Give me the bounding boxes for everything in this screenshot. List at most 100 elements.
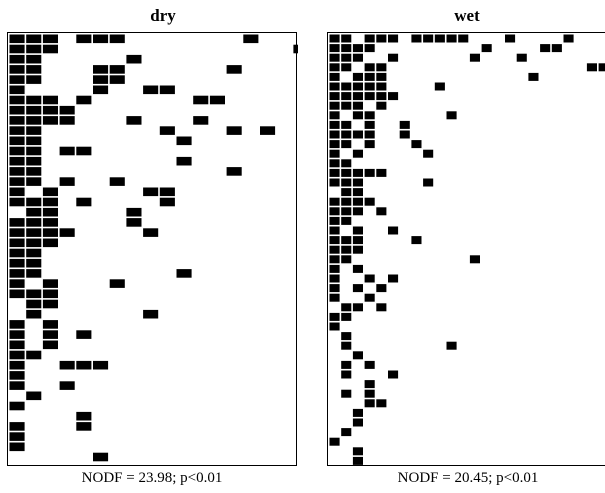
matrix-cell-wet bbox=[329, 130, 340, 139]
matrix-cell-wet bbox=[341, 82, 352, 91]
matrix-cell-dry bbox=[42, 228, 58, 237]
matrix-cell-dry bbox=[76, 422, 92, 431]
matrix-cell-dry bbox=[9, 105, 25, 115]
matrix-cell-wet bbox=[329, 207, 340, 216]
matrix-cell-wet bbox=[516, 53, 527, 62]
matrix-cell-dry bbox=[26, 289, 42, 299]
matrix-cell-dry bbox=[109, 75, 125, 84]
matrix-cell-dry bbox=[143, 85, 159, 95]
matrix-cell-dry bbox=[9, 320, 25, 329]
matrix-cell-dry bbox=[93, 75, 109, 84]
matrix-dry-cells bbox=[9, 34, 298, 462]
matrix-cell-dry bbox=[26, 95, 42, 105]
matrix-cell-wet bbox=[329, 264, 340, 273]
panel-title-dry: dry bbox=[150, 6, 176, 25]
matrix-cell-dry bbox=[42, 340, 58, 350]
matrix-cell-wet bbox=[329, 92, 340, 101]
matrix-cell-dry bbox=[176, 269, 192, 278]
matrix-cell-dry bbox=[226, 167, 242, 176]
matrix-cell-dry bbox=[93, 452, 109, 462]
matrix-cell-dry bbox=[9, 167, 25, 176]
matrix-cell-dry bbox=[159, 187, 175, 197]
matrix-cell-dry bbox=[109, 279, 125, 288]
matrix-cell-wet bbox=[341, 360, 352, 369]
matrix-cell-dry bbox=[26, 146, 42, 156]
matrix-cell-dry bbox=[176, 156, 192, 166]
matrix-cell-wet bbox=[364, 120, 375, 129]
matrix-cell-dry bbox=[42, 238, 58, 248]
matrix-cell-dry bbox=[93, 85, 109, 95]
panel-title-wet: wet bbox=[454, 6, 480, 25]
matrix-cell-wet bbox=[352, 111, 363, 120]
matrix-cell-wet bbox=[364, 72, 375, 81]
matrix-cell-wet bbox=[364, 274, 375, 283]
matrix-cell-dry bbox=[76, 330, 92, 339]
matrix-cell-dry bbox=[9, 34, 25, 44]
matrix-cell-dry bbox=[9, 95, 25, 105]
matrix-cell-wet bbox=[411, 236, 422, 245]
matrix-cell-dry bbox=[59, 105, 75, 115]
matrix-cell-wet bbox=[364, 44, 375, 53]
matrix-cell-wet bbox=[329, 44, 340, 53]
nodf-stat-wet: NODF = 20.45; p<0.01 bbox=[397, 470, 539, 486]
matrix-cell-wet bbox=[505, 34, 516, 43]
matrix-cell-wet bbox=[352, 149, 363, 158]
matrix-cell-wet bbox=[352, 245, 363, 254]
matrix-cell-wet bbox=[341, 63, 352, 72]
matrix-cell-wet bbox=[341, 312, 352, 321]
matrix-cell-dry bbox=[9, 248, 25, 258]
matrix-cell-dry bbox=[26, 207, 42, 217]
matrix-cell-dry bbox=[42, 187, 58, 197]
matrix-cell-wet bbox=[598, 63, 605, 72]
matrix-cell-wet bbox=[423, 178, 434, 187]
matrix-cell-dry bbox=[93, 34, 109, 44]
matrix-cell-dry bbox=[26, 299, 42, 309]
matrix-cell-dry bbox=[93, 65, 109, 74]
matrix-cell-wet bbox=[364, 389, 375, 398]
matrix-cell-wet bbox=[329, 216, 340, 225]
matrix-cell-dry bbox=[26, 197, 42, 207]
matrix-cell-wet bbox=[341, 120, 352, 129]
matrix-cell-dry bbox=[26, 309, 42, 319]
matrix-cell-wet bbox=[329, 255, 340, 264]
matrix-cell-wet bbox=[329, 274, 340, 283]
matrix-cell-wet bbox=[376, 63, 387, 72]
matrix-cell-dry bbox=[9, 238, 25, 248]
matrix-cell-wet bbox=[388, 370, 399, 379]
matrix-cell-dry bbox=[93, 360, 109, 370]
matrix-cell-wet bbox=[341, 216, 352, 225]
matrix-cell-wet bbox=[364, 140, 375, 149]
matrix-wet bbox=[327, 32, 605, 466]
matrix-cell-wet bbox=[352, 197, 363, 206]
matrix-cell-dry bbox=[76, 197, 92, 207]
matrix-cell-dry bbox=[26, 126, 42, 135]
matrix-cell-wet bbox=[364, 82, 375, 91]
matrix-cell-wet bbox=[341, 370, 352, 379]
matrix-cell-wet bbox=[364, 197, 375, 206]
matrix-cell-wet bbox=[364, 293, 375, 302]
matrix-cell-wet bbox=[352, 284, 363, 293]
matrix-cell-wet bbox=[329, 168, 340, 177]
matrix-cell-dry bbox=[126, 54, 142, 64]
matrix-cell-dry bbox=[9, 258, 25, 268]
matrix-cell-wet bbox=[364, 130, 375, 139]
matrix-cell-wet bbox=[376, 72, 387, 81]
matrix-cell-dry bbox=[42, 320, 58, 329]
matrix-cell-wet bbox=[551, 44, 562, 53]
matrix-cell-wet bbox=[341, 236, 352, 245]
matrix-cell-dry bbox=[42, 299, 58, 309]
matrix-cell-dry bbox=[109, 177, 125, 186]
matrix-cell-dry bbox=[9, 401, 25, 411]
matrix-cell-dry bbox=[9, 269, 25, 278]
matrix-cell-wet bbox=[352, 53, 363, 62]
matrix-cell-dry bbox=[26, 44, 42, 54]
matrix-cell-wet bbox=[352, 207, 363, 216]
matrix-cell-wet bbox=[341, 188, 352, 197]
matrix-cell-dry bbox=[159, 197, 175, 207]
matrix-cell-wet bbox=[329, 111, 340, 120]
matrix-cell-wet bbox=[352, 130, 363, 139]
matrix-cell-dry bbox=[42, 197, 58, 207]
matrix-cell-wet bbox=[329, 437, 340, 446]
matrix-cell-dry bbox=[243, 34, 259, 44]
matrix-cell-dry bbox=[159, 126, 175, 135]
